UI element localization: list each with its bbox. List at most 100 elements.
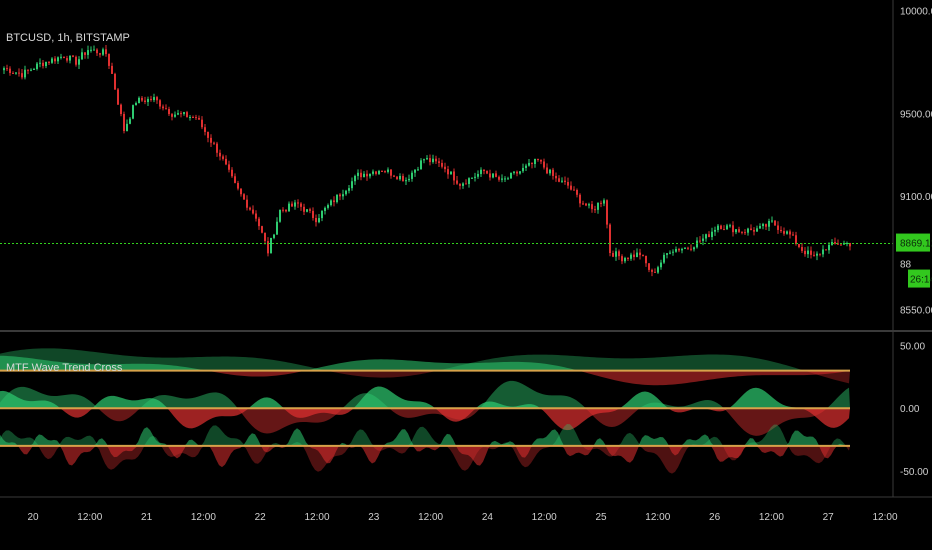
candle-body (699, 240, 701, 242)
candle-body (66, 58, 68, 61)
candle-body (666, 253, 668, 255)
time-tick-label: 27 (823, 512, 835, 523)
candle-body (447, 169, 449, 175)
candle-body (603, 200, 605, 204)
candle-body (600, 202, 602, 204)
candle-body (162, 106, 164, 109)
candle-body (834, 242, 836, 244)
time-tick-label: 26 (709, 512, 721, 523)
candle-body (660, 262, 662, 268)
candle-body (810, 250, 812, 255)
candle-body (807, 250, 809, 255)
candle-body (669, 252, 671, 254)
candle-body (45, 61, 47, 67)
candle-body (168, 108, 170, 115)
candle-body (702, 238, 704, 241)
candle-body (42, 62, 44, 67)
time-tick-label: 12:00 (418, 512, 443, 523)
candle-body (732, 225, 734, 233)
candle-body (330, 200, 332, 206)
medium-wave-outer-bear-area (0, 408, 850, 436)
candle-body (393, 175, 395, 177)
candle-body (309, 209, 311, 211)
oscillator-axis: 50.00 0.00 -50.00 (900, 342, 929, 478)
candle-body (642, 255, 644, 257)
candle-body (573, 189, 575, 191)
candle-body (750, 228, 752, 231)
candle-body (588, 204, 590, 206)
candle-body (546, 167, 548, 174)
candle-body (720, 225, 722, 230)
fast-wave-inner-bear-area (0, 445, 850, 468)
candle-body (318, 218, 320, 223)
candle-body (579, 194, 581, 204)
candle-body (72, 55, 74, 57)
candle-body (783, 231, 785, 234)
candle-body (738, 229, 740, 232)
candle-body (198, 118, 200, 120)
candle-body (636, 252, 638, 258)
candle-body (108, 54, 110, 66)
candle-body (510, 172, 512, 179)
candle-body (75, 56, 77, 65)
time-axis: 20 12:00 21 12:00 22 12:00 23 12:00 24 12:00 25 12:… (27, 512, 898, 523)
candle-body (663, 254, 665, 263)
candle-body (399, 175, 401, 180)
candle-body (678, 248, 680, 251)
candle-body (756, 228, 758, 232)
candle-body (402, 175, 404, 182)
candle-body (522, 167, 524, 172)
candle-body (519, 171, 521, 174)
candle-body (345, 190, 347, 195)
countdown-label: 26:14 (910, 275, 932, 286)
price-tick-label: 10000.00 (900, 6, 932, 17)
candle-body (174, 114, 176, 117)
candle-body (729, 225, 731, 227)
candle-body (6, 68, 8, 70)
candle-body (294, 202, 296, 207)
candle-body (423, 159, 425, 161)
candle-body (111, 65, 113, 74)
time-tick-label: 22 (255, 512, 267, 523)
candle-body (387, 169, 389, 172)
candle-body (771, 220, 773, 222)
candle-body (777, 225, 779, 230)
time-tick-label: 21 (141, 512, 153, 523)
candle-body (258, 218, 260, 227)
candle-body (456, 180, 458, 184)
candle-body (483, 169, 485, 171)
time-tick-label: 24 (482, 512, 494, 523)
candle-body (828, 244, 830, 251)
candle-body (279, 209, 281, 222)
candle-body (141, 97, 143, 101)
candle-body (774, 220, 776, 226)
countdown-badge (908, 269, 930, 288)
candle-body (252, 209, 254, 214)
candle-body (366, 173, 368, 177)
last-price-badge (896, 233, 930, 252)
candle-body (207, 131, 209, 138)
candle-body (543, 161, 545, 168)
candle-body (576, 190, 578, 195)
candle-body (324, 207, 326, 211)
candle-body (657, 267, 659, 273)
candle-body (114, 73, 116, 90)
price-pane (0, 45, 893, 277)
time-tick-label: 12:00 (304, 512, 329, 523)
candle-body (210, 137, 212, 143)
candle-body (390, 169, 392, 176)
candle-body (69, 55, 71, 61)
candle-body (822, 249, 824, 255)
candle-body (759, 226, 761, 229)
candle-body (768, 220, 770, 227)
candle-body (444, 166, 446, 170)
candle-body (513, 171, 515, 173)
candle-body (411, 172, 413, 179)
candle-body (63, 56, 65, 59)
time-tick-label: 12:00 (759, 512, 784, 523)
candle-body (693, 247, 695, 250)
candle-body (135, 103, 137, 106)
candle-body (372, 171, 374, 174)
candle-body (231, 169, 233, 177)
candle-body (354, 175, 356, 182)
